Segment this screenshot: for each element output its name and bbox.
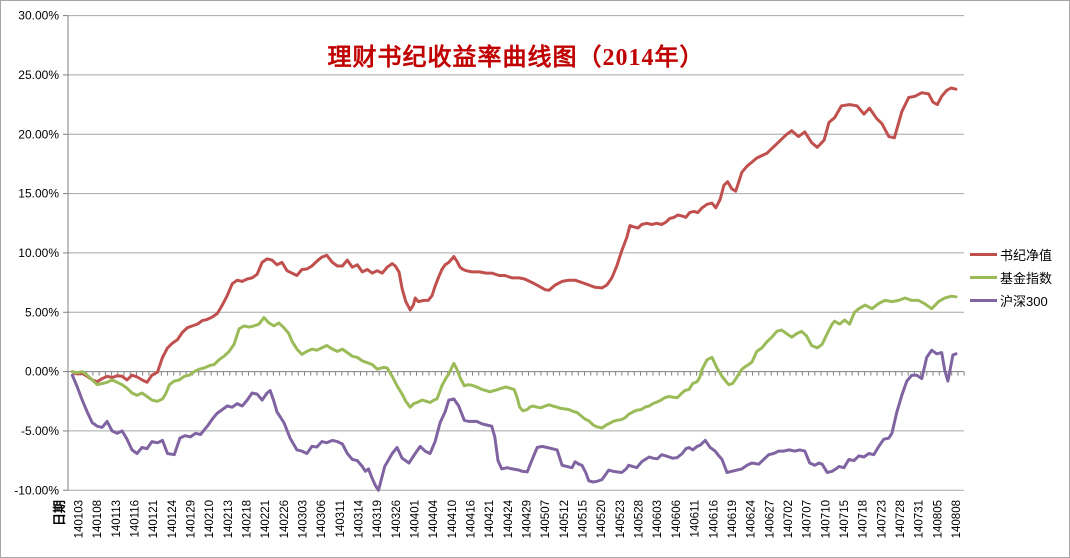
y-axis-label: 15.00% [18,187,59,201]
x-axis-label: 140808 [951,500,963,538]
x-axis-label: 140424 [503,499,515,538]
y-axis-label: -10.00% [14,483,59,497]
y-axis-label: -5.00% [21,424,59,438]
series-line-书纪净值 [70,86,958,384]
x-axis-label: 140603 [652,500,664,538]
x-axis-label: 140616 [708,500,720,538]
legend-line-swatch [970,298,997,302]
x-axis-label: 140606 [671,500,683,538]
x-axis-label: 140805 [932,500,944,538]
y-axis-label: 20.00% [18,127,59,141]
x-axis-label: 140515 [578,500,590,538]
x-axis-label: 140718 [858,500,870,538]
x-axis-label: 140306 [316,500,328,538]
x-axis-label: 140710 [820,500,832,538]
x-axis-label: 140311 [335,500,347,538]
x-axis-label: 140512 [559,500,571,538]
x-axis-label: 140707 [802,500,814,538]
x-axis-label: 140226 [279,500,291,538]
x-axis-header-label: 日期 [52,500,67,526]
x-axis-label: 140124 [167,499,179,538]
x-axis-label: 140624 [746,499,758,538]
x-axis-label: 140429 [522,500,534,538]
legend-line-swatch [970,275,997,279]
series-line-沪深300 [70,348,958,492]
x-axis-label: 140627 [764,500,776,538]
x-axis-label: 140520 [596,500,608,538]
x-axis-label: 140326 [391,500,403,538]
x-axis-label: 140121 [148,500,160,538]
legend-item: 基金指数 [970,270,1053,286]
x-axis-label: 140728 [895,500,907,538]
x-axis-label: 140421 [484,500,496,538]
x-axis-label: 140507 [540,500,552,538]
x-axis-label: 140619 [727,500,739,538]
y-axis-label: 10.00% [18,246,59,260]
x-axis-label: 140103 [73,500,85,538]
legend-item: 书纪净值 [970,247,1053,263]
x-axis-label: 140731 [914,500,926,538]
x-axis-label: 140611 [690,500,702,538]
legend-label: 沪深300 [1000,293,1048,309]
x-axis-label: 140410 [447,500,459,538]
x-axis-label: 140723 [876,500,888,538]
chart-title: 理财书纪收益率曲线图（2014年） [327,45,705,71]
x-axis-label: 140528 [634,500,646,538]
x-axis-label: 140129 [185,500,197,538]
x-axis-label: 140416 [466,500,478,538]
x-axis-label: 140702 [783,500,795,538]
x-axis-label: 140303 [298,500,310,538]
x-axis-label: 140523 [615,500,627,538]
x-axis-label: 140213 [223,500,235,538]
x-axis-label: 140715 [839,500,851,538]
x-axis-label: 140116 [129,500,141,538]
y-axis-label: 0.00% [25,365,59,379]
y-axis-label: 5.00% [25,305,59,319]
x-axis-label: 140221 [260,500,272,538]
y-axis-label: 30.00% [18,9,59,23]
legend-label: 书纪净值 [1000,247,1053,263]
x-axis-label: 140401 [410,500,422,538]
x-axis-label: 140218 [242,500,254,538]
x-axis-label: 140319 [372,500,384,538]
x-axis-label: 140210 [204,500,216,538]
x-axis-label: 140108 [92,500,104,538]
x-axis-label: 140113 [111,500,123,538]
legend-item: 沪深300 [970,293,1052,309]
legend-label: 基金指数 [1000,270,1053,286]
x-axis-label: 140314 [354,499,366,538]
legend-line-swatch [970,252,997,256]
series-line-基金指数 [70,294,958,430]
y-axis-label: 25.00% [18,68,59,82]
legend: 书纪净值基金指数沪深300 [970,247,1053,309]
x-axis-label: 140404 [428,499,440,538]
